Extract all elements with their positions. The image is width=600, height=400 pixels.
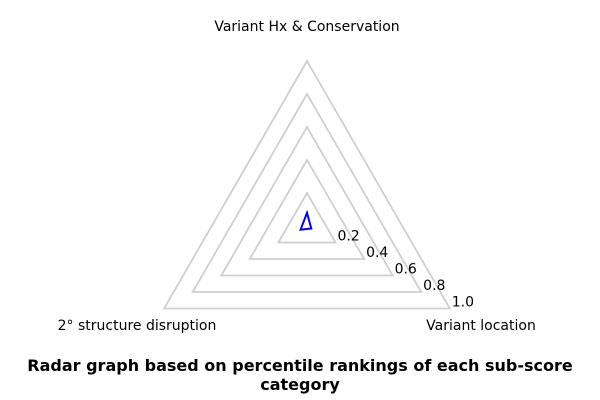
grid-polygon (276, 191, 338, 244)
radial-tick-label: 0.2 (337, 229, 359, 245)
radial-tick-label: 0.4 (366, 245, 388, 261)
category-label: Variant Hx & Conservation (214, 19, 399, 35)
radial-tick-label: 1.0 (452, 295, 474, 311)
radar-chart: 0.2 0.4 0.6 0.8 1.0 Variant Hx & Conservation… (58, 19, 536, 334)
grid-polygon (191, 92, 423, 293)
radial-tick-label: 0.6 (395, 262, 417, 278)
chart-caption: Radar graph based on percentile rankings… (27, 356, 573, 394)
category-label: Variant location (426, 318, 536, 334)
grid-polygon (162, 59, 452, 310)
grid-polygon (219, 125, 395, 277)
category-label: 2° structure disruption (58, 318, 217, 334)
radial-tick-label: 0.8 (423, 278, 445, 294)
data-polygon (299, 209, 313, 231)
grid-polygon (248, 158, 366, 260)
